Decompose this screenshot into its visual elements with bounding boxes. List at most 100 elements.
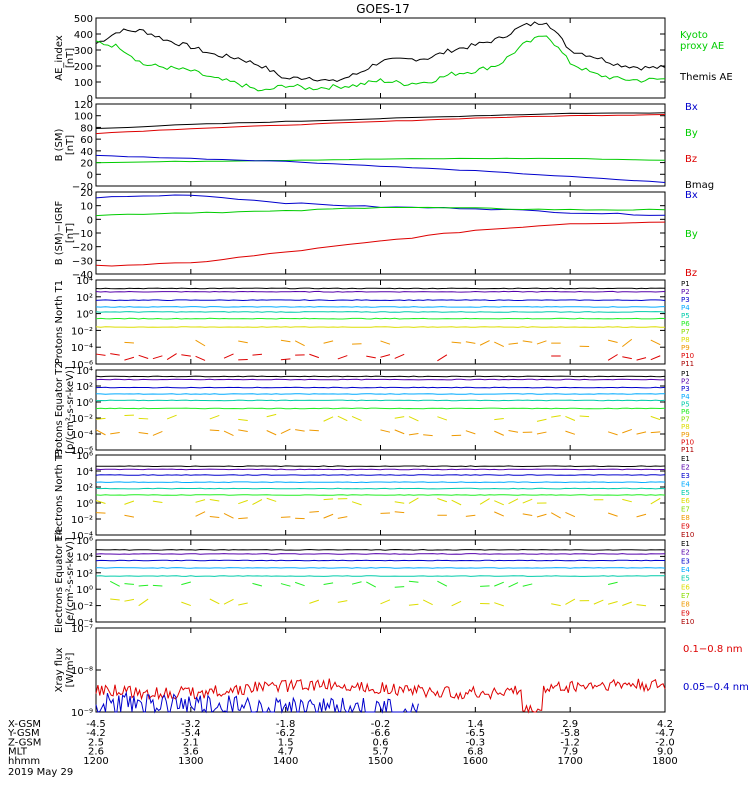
x-axis-value: -5.4 [181,728,201,739]
series-line [95,393,665,395]
series-segment [408,416,419,422]
y-tick-label: 10² [76,569,93,580]
legend-entry: P2 [681,288,690,296]
y-axis-unit: [nT] [65,223,76,243]
series-line-bx [95,194,666,216]
series-line-kyoto-proxy-ae [95,35,666,92]
x-axis-value: 4.2 [657,719,673,730]
series-segment [195,355,206,361]
series-segment [650,339,661,346]
series-segment [536,340,547,345]
series-segment [394,353,405,359]
panel-frame [95,191,666,275]
series-segment [238,602,248,606]
series-segment [380,429,391,433]
series-segment [636,604,647,607]
x-axis-value: -6.5 [466,728,486,739]
series-segment [252,353,263,356]
x-axis-value: 6.8 [467,747,483,758]
legend-entry: P1 [681,370,690,378]
series-segment [394,586,405,588]
x-axis-value: 1500 [368,756,393,767]
series-segment [309,511,319,513]
series-segment [408,432,419,436]
legend-entry: 0.05−0.4 nm [683,682,749,693]
series-segment [494,602,504,607]
series-line [95,559,665,562]
legend-entry: E10 [681,531,694,539]
y-tick-label: 10⁻² [71,602,93,613]
series-segment [323,582,334,585]
series-segment [337,600,348,603]
series-segment [408,603,419,606]
legend-entry: P7 [681,328,690,336]
series-segment [650,431,661,434]
y-axis-unit: [nT] [65,135,76,155]
series-segment [195,339,206,347]
series-segment [437,498,448,503]
series-segment [565,598,576,605]
series-segment [152,430,163,436]
y-tick-label: 40 [80,147,93,158]
series-segment [636,431,647,435]
series-segment [209,515,220,519]
series-line [95,399,666,402]
y-tick-label: 10⁴ [76,366,93,377]
series-segment [451,600,462,607]
panel-7: 10⁶ 10⁴ 10² 10⁰ 10⁻² 10⁻⁴ Electrons Equator T4… [54,529,694,633]
series-segment [622,498,632,503]
legend-entry: Themis AE [679,72,733,83]
series-segment [380,599,391,605]
legend-entry: Kyoto [680,30,708,41]
x-axis-row-label: X-GSM [8,719,41,730]
y-tick-label: 100 [74,112,93,123]
y-tick-label: 10² [76,382,93,393]
x-axis-value: 1700 [557,756,582,767]
series-segment [110,431,120,435]
y-tick-label: 10⁻² [71,515,93,526]
series-segment [636,513,647,518]
series-line [95,487,666,490]
series-segment [465,430,476,435]
y-tick-label: 10⁻⁴ [71,618,93,629]
x-axis-table: X-GSM -4.5 -3.2 -1.8 -0.2 1.4 2.9 4.2 Y-GSM -4.2 -… [7,719,678,778]
legend-entry: P8 [681,336,690,344]
legend-entry: P11 [681,360,694,368]
series-segment [124,500,135,505]
x-axis-row-label: hhmm [8,756,40,767]
legend-entry: E4 [681,566,690,574]
legend-entry: P5 [681,400,690,408]
y-axis-unit: [p/(cm²-s-sr-keV)] [65,366,76,454]
series-line [95,481,666,484]
legend-entry: E3 [681,557,690,565]
legend-entry: P4 [681,393,690,401]
series-segment [152,584,163,587]
y-tick-label: 10⁶ [76,451,93,462]
legend-entry: E2 [681,463,690,471]
series-segment [138,584,149,587]
series-line [95,299,666,302]
series-segment [494,417,504,421]
series-line [95,326,666,328]
series-segment [351,501,362,506]
legend-entry: E9 [681,609,690,617]
legend-entry: P2 [681,378,690,386]
series-line-bx [95,154,666,183]
y-tick-label: 10⁻⁹ [71,708,93,719]
y-tick-label: 10⁻⁶ [71,360,93,371]
y-axis-label: B (SM) [54,128,65,161]
y-tick-label: 10² [76,293,93,304]
series-segment [536,513,547,518]
x-axis-value: 4.7 [278,747,294,758]
legend-entry: E5 [681,489,690,497]
series-segment [124,583,134,585]
series-line [95,494,666,496]
y-tick-label: 10⁻⁴ [71,430,93,441]
series-segment [181,601,192,607]
y-tick-label: 10⁰ [76,499,93,510]
series-segment [380,340,391,345]
series-segment [95,500,106,504]
legend-entry: P9 [681,344,690,352]
